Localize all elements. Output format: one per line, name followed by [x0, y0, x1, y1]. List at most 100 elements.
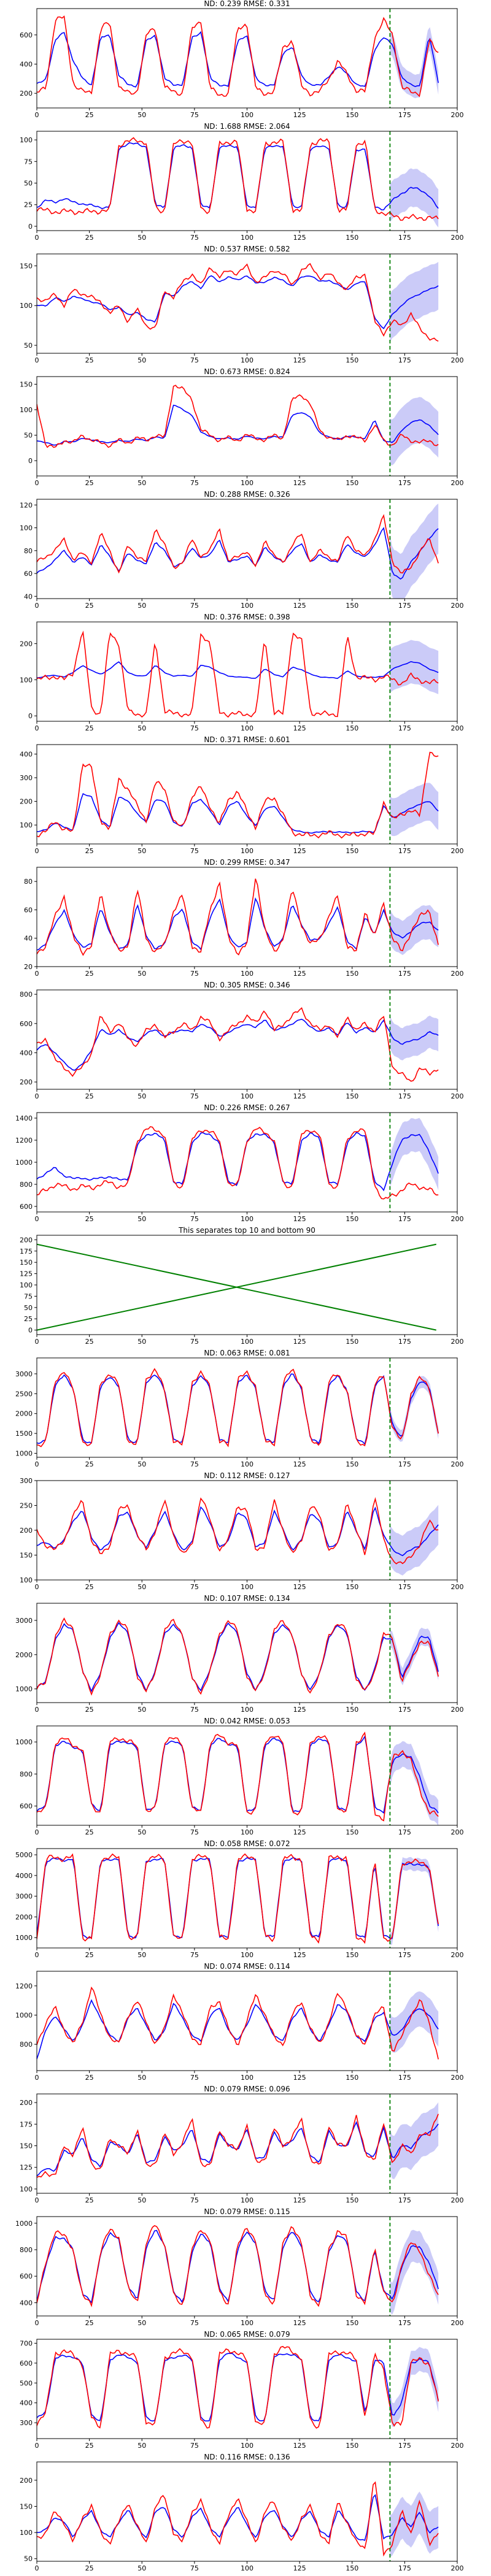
x-tick-label: 25 — [85, 602, 94, 610]
x-tick-label: 175 — [398, 1828, 411, 1836]
x-tick-label: 100 — [241, 2074, 253, 2082]
x-tick-label: 175 — [398, 1583, 411, 1591]
x-tick-label: 75 — [190, 602, 199, 610]
prediction-interval-band — [390, 503, 439, 599]
x-tick-label: 150 — [346, 479, 358, 487]
chart-title: ND: 0.305 RMSE: 0.346 — [204, 981, 290, 989]
x-tick-label: 25 — [85, 1215, 94, 1223]
chart-title: ND: 0.112 RMSE: 0.127 — [204, 1472, 290, 1480]
y-tick-label: 100 — [20, 524, 33, 532]
y-tick-label: 1000 — [15, 2011, 33, 2019]
chart-panel-20: ND: 0.065 RMSE: 0.079 0 25 50 75 100 125 150 175… — [20, 2331, 464, 2450]
y-tick-label: 0 — [28, 223, 33, 231]
y-tick-label: 150 — [20, 2142, 33, 2150]
x-tick-label: 100 — [241, 1828, 253, 1836]
x-tick-label: 125 — [293, 1338, 306, 1346]
actual-line — [37, 1986, 439, 2060]
y-tick-label: 0 — [28, 457, 33, 465]
x-tick-label: 100 — [241, 2319, 253, 2327]
prediction-line — [37, 2494, 439, 2541]
x-tick-label: 75 — [190, 1951, 199, 1959]
y-tick-label: 4000 — [15, 1872, 33, 1880]
chart-panel-15: ND: 0.042 RMSE: 0.053 0 25 50 75 100 125 150 175… — [15, 1717, 464, 1836]
x-tick-label: 100 — [241, 2196, 253, 2204]
x-tick-label: 150 — [346, 2319, 358, 2327]
prediction-interval-band — [390, 168, 439, 228]
y-tick-label: 50 — [24, 342, 33, 350]
y-tick-label: 1000 — [15, 1450, 33, 1458]
x-tick-label: 125 — [293, 1583, 306, 1591]
x-tick-label: 125 — [293, 1460, 306, 1468]
y-tick-label: 25 — [24, 1315, 33, 1323]
x-tick-label: 175 — [398, 2319, 411, 2327]
x-tick-label: 25 — [85, 1338, 94, 1346]
y-tick-label: 3000 — [15, 1893, 33, 1901]
x-tick-label: 0 — [35, 479, 39, 487]
plot-area — [37, 751, 439, 839]
x-tick-label: 150 — [346, 1460, 358, 1468]
chart-panel-21: ND: 0.116 RMSE: 0.136 0 25 50 75 100 125 150 175… — [20, 2453, 464, 2572]
prediction-interval-band — [390, 27, 439, 99]
x-tick-label: 75 — [190, 2074, 199, 2082]
x-tick-label: 200 — [451, 234, 464, 242]
actual-line — [37, 1731, 439, 1822]
y-tick-label: 20 — [24, 963, 33, 971]
prediction-line — [37, 142, 439, 210]
y-tick-label: 0 — [28, 712, 33, 720]
x-tick-label: 25 — [85, 1583, 94, 1591]
x-tick-label: 100 — [241, 111, 253, 119]
x-tick-label: 150 — [346, 847, 358, 855]
prediction-line — [37, 1857, 439, 1939]
x-tick-label: 0 — [35, 1338, 39, 1346]
prediction-interval-band — [390, 1117, 439, 1190]
x-tick-label: 75 — [190, 356, 199, 364]
x-tick-label: 150 — [346, 2564, 358, 2572]
plot-area — [37, 385, 439, 466]
y-tick-label: 600 — [20, 1803, 33, 1811]
x-tick-label: 100 — [241, 2564, 253, 2572]
y-tick-label: 800 — [20, 2246, 33, 2254]
prediction-line — [37, 2353, 439, 2422]
x-tick-label: 200 — [451, 479, 464, 487]
prediction-line — [37, 1506, 439, 1557]
x-tick-label: 125 — [293, 970, 306, 978]
x-tick-label: 125 — [293, 1092, 306, 1100]
y-tick-label: 5000 — [15, 1851, 33, 1859]
prediction-interval-band — [390, 1015, 439, 1060]
x-tick-label: 175 — [398, 602, 411, 610]
divider-down-line — [37, 1243, 436, 1331]
actual-line — [37, 631, 439, 718]
actual-line — [37, 137, 439, 221]
chart-title: ND: 0.537 RMSE: 0.582 — [204, 245, 290, 253]
chart-title: ND: 1.688 RMSE: 2.064 — [204, 123, 290, 131]
x-tick-label: 75 — [190, 1460, 199, 1468]
prediction-line — [37, 275, 439, 329]
x-tick-label: 100 — [241, 1092, 253, 1100]
x-tick-label: 25 — [85, 847, 94, 855]
y-tick-label: 50 — [24, 180, 33, 188]
chart-title: ND: 0.288 RMSE: 0.326 — [204, 491, 290, 499]
y-tick-label: 75 — [24, 1292, 33, 1300]
y-tick-label: 200 — [20, 1527, 33, 1535]
x-tick-label: 125 — [293, 1828, 306, 1836]
x-tick-label: 100 — [241, 1951, 253, 1959]
x-tick-label: 50 — [137, 1583, 146, 1591]
x-tick-label: 175 — [398, 479, 411, 487]
x-tick-label: 125 — [293, 2196, 306, 2204]
y-tick-label: 600 — [20, 31, 33, 39]
actual-line — [37, 1617, 439, 1696]
actual-line — [37, 2225, 439, 2307]
x-tick-label: 50 — [137, 356, 146, 364]
y-tick-label: 200 — [20, 640, 33, 648]
x-tick-label: 150 — [346, 1338, 358, 1346]
chart-title: ND: 0.239 RMSE: 0.331 — [204, 0, 290, 8]
x-tick-label: 50 — [137, 847, 146, 855]
x-tick-label: 75 — [190, 2196, 199, 2204]
y-tick-label: 500 — [20, 2379, 33, 2387]
actual-line — [37, 1853, 439, 1944]
x-tick-label: 175 — [398, 847, 411, 855]
x-tick-label: 0 — [35, 1951, 39, 1959]
chart-title: ND: 0.107 RMSE: 0.134 — [204, 1595, 290, 1603]
x-tick-label: 25 — [85, 479, 94, 487]
x-tick-label: 75 — [190, 1828, 199, 1836]
